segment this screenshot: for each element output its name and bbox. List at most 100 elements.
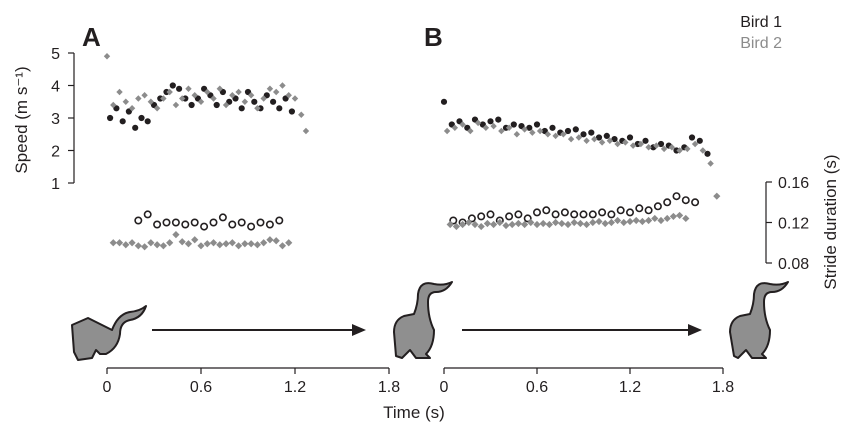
bird-2-speed-point xyxy=(279,82,286,89)
bird-1-stride-point xyxy=(181,220,190,229)
bird-2-stride-point xyxy=(620,218,628,227)
bird-2-stride-point xyxy=(134,242,142,250)
bird-2-stride-point xyxy=(235,242,243,250)
bird-2-speed-point xyxy=(459,121,466,128)
bird-2-stride-point xyxy=(459,220,467,229)
bird-2-speed-point xyxy=(116,88,123,96)
bird-1-stride-point xyxy=(228,220,237,229)
bird-2-speed-point xyxy=(598,139,606,146)
bird-2-stride-point xyxy=(141,243,149,251)
bird-1-stride-point xyxy=(598,208,607,217)
bird-2-stride-point xyxy=(471,220,479,229)
arrow-b-head xyxy=(688,324,702,336)
bird-2-stride-point xyxy=(222,240,230,248)
time-a-tick-label-1-2: 1.2 xyxy=(284,379,306,396)
bird-1-stride-point xyxy=(523,214,532,223)
bird-2-speed-point xyxy=(191,92,198,99)
bird-2-speed-point xyxy=(451,124,459,131)
bird-1-stride-point xyxy=(200,222,209,231)
bird-1-stride-point xyxy=(663,198,672,207)
bird-silhouette-crouched xyxy=(71,305,147,361)
bird-2-speed-point xyxy=(513,131,521,138)
bird-2-stride-point xyxy=(184,240,193,248)
bird-2-stride-point xyxy=(632,216,640,225)
bird-2-speed-point xyxy=(179,95,186,102)
bird-1-speed-point xyxy=(150,101,158,109)
stride-tick-label-0-08: 0.08 xyxy=(778,256,809,273)
bird-2-speed-point xyxy=(147,98,155,105)
bird-2-speed-point xyxy=(575,134,583,141)
bird-2-stride-point xyxy=(651,214,659,223)
bird-1-stride-point xyxy=(486,210,495,219)
bird-1-stride-point xyxy=(265,220,274,229)
speed-tick-label-2: 2 xyxy=(51,144,60,161)
bird-1-stride-point xyxy=(607,210,616,219)
speed-tick-label-3: 3 xyxy=(51,111,60,128)
bird-1-speed-point xyxy=(226,98,233,105)
bird-2-stride-point xyxy=(496,218,504,227)
bird-1-speed-point xyxy=(201,85,208,92)
bird-2-stride-point xyxy=(533,220,541,229)
time-b-tick-label-1-2: 1.2 xyxy=(619,379,641,396)
bird-2-stride-point xyxy=(228,239,236,247)
bird-1-stride-point xyxy=(644,206,653,215)
bird-1-stride-point xyxy=(588,210,597,219)
bird-1-speed-point xyxy=(176,85,183,92)
bird-2-stride-point xyxy=(595,217,603,226)
bird-1-stride-point xyxy=(237,218,246,227)
bird-1-stride-point xyxy=(542,206,551,215)
bird-2-speed-point xyxy=(110,101,117,109)
bird-2-stride-point xyxy=(272,237,280,245)
bird-2-stride-point xyxy=(465,218,473,227)
bird-2-speed-point xyxy=(606,137,614,144)
bird-1-speed-point xyxy=(657,140,665,148)
bird-1-speed-point xyxy=(564,127,572,135)
bird-2-stride-point xyxy=(452,222,460,231)
bird-1-speed-point xyxy=(603,132,610,139)
bird-1-speed-point xyxy=(282,95,289,102)
bird-2-speed-point xyxy=(521,126,528,133)
bird-2-stride-point xyxy=(109,239,117,247)
bird-1-stride-point xyxy=(570,210,579,219)
bird-2-speed-point xyxy=(653,142,660,149)
arrow-a-head xyxy=(352,324,366,336)
bird-2-stride-point xyxy=(247,240,255,248)
bird-2-speed-point xyxy=(247,92,255,99)
bird-2-speed-point xyxy=(128,105,136,112)
bird-2-stride-point xyxy=(614,216,622,225)
speed-tick-label-1: 1 xyxy=(51,176,60,193)
bird-1-speed-point xyxy=(448,121,455,128)
legend-bird-2: Bird 2 xyxy=(740,35,782,52)
bird-1-stride-point xyxy=(616,206,625,215)
bird-1-speed-point xyxy=(288,108,295,115)
bird-2-stride-point xyxy=(502,221,510,230)
bird-2-speed-point xyxy=(222,101,230,109)
time-b-tick-label-1-8: 1.8 xyxy=(712,379,734,396)
bird-2-stride-point xyxy=(153,241,161,249)
bird-1-speed-point xyxy=(238,105,245,112)
bird-1-speed-point xyxy=(276,105,283,112)
stride-axis-label: Stride duration (s) xyxy=(821,154,840,289)
bird-2-stride-point xyxy=(483,219,491,228)
bird-2-stride-point xyxy=(203,240,211,248)
bird-2-speed-point xyxy=(235,88,242,96)
bird-2-stride-point xyxy=(197,242,205,250)
time-b-tick-label-0-6: 0.6 xyxy=(526,379,548,396)
bird-2-speed-point xyxy=(204,88,211,96)
bird-2-speed-point xyxy=(273,88,280,96)
bird-2-stride-point xyxy=(545,220,553,229)
bird-2-speed-point xyxy=(614,140,621,148)
bird-1-speed-point xyxy=(479,121,486,128)
bird-2-speed-point xyxy=(266,85,274,92)
bird-1-stride-point xyxy=(171,218,180,227)
bird-1-speed-point xyxy=(642,137,649,144)
bird-1-speed-point xyxy=(107,114,114,122)
bird-2-stride-point xyxy=(159,242,167,250)
bird-1-speed-point xyxy=(533,121,541,128)
bird-1-speed-point xyxy=(113,105,120,112)
time-b-tick-label-0: 0 xyxy=(440,379,449,396)
bird-1-speed-point xyxy=(232,95,239,102)
bird-2-stride-point xyxy=(278,242,287,250)
bird-2-speed-point xyxy=(660,145,668,153)
